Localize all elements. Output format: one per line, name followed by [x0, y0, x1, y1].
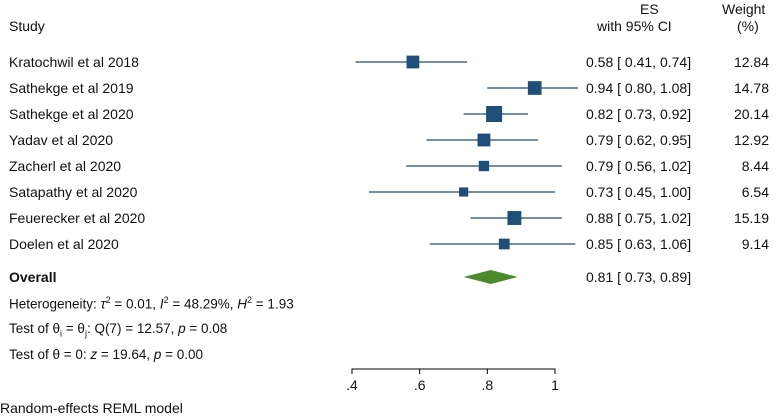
study-label: Sathekge et al 2020 [9, 106, 134, 122]
heterogeneity-stats: Heterogeneity: τ2 = 0.01, I2 = 48.29%, H… [9, 295, 294, 312]
effect-marker [527, 81, 542, 95]
study-weight: 20.14 [733, 106, 769, 122]
study-es-ci: 0.58 [ 0.41, 0.74] [586, 54, 692, 70]
column-header-es: ES [640, 1, 659, 17]
effect-marker [486, 106, 503, 122]
effect-marker [498, 238, 510, 250]
study-es-ci: 0.85 [ 0.63, 1.06] [586, 236, 692, 252]
column-header-es-ci: with 95% CI [597, 18, 672, 34]
study-weight: 12.84 [733, 54, 769, 70]
effect-marker [477, 133, 491, 147]
study-weight: 9.14 [741, 236, 769, 252]
study-weight: 14.78 [733, 80, 769, 96]
column-header-weight: Weight [722, 1, 766, 17]
study-es-ci: 0.82 [ 0.73, 0.92] [586, 106, 692, 122]
study-es-ci: 0.79 [ 0.56, 1.02] [586, 158, 692, 174]
overall-diamond [463, 270, 518, 284]
overall-es-ci: 0.81 [ 0.73, 0.89] [586, 269, 692, 285]
study-weight: 12.92 [733, 132, 769, 148]
effect-marker [459, 187, 469, 197]
model-footnote: Random-effects REML model [0, 400, 183, 416]
x-tick-label: 1 [551, 377, 559, 393]
effect-marker [406, 55, 420, 69]
study-label: Zacherl et al 2020 [9, 158, 122, 174]
effect-marker [507, 211, 522, 225]
study-label: Sathekge et al 2019 [9, 80, 134, 96]
study-es-ci: 0.88 [ 0.75, 1.02] [586, 210, 692, 226]
test-theta-zero: Test of θ = 0: z = 19.64, p = 0.00 [9, 347, 204, 362]
study-es-ci: 0.94 [ 0.80, 1.08] [586, 80, 692, 96]
test-theta-i-equal: Test of θi = θj: Q(7) = 12.57, p = 0.08 [9, 321, 228, 339]
study-label: Yadav et al 2020 [9, 132, 114, 148]
x-tick-label: .4 [346, 377, 358, 393]
column-header-weight-unit: (%) [737, 18, 759, 34]
study-weight: 15.19 [733, 210, 769, 226]
study-label: Kratochwil et al 2018 [9, 54, 139, 70]
effect-marker [478, 160, 490, 172]
study-label: Feuerecker et al 2020 [9, 210, 146, 226]
overall-label: Overall [9, 269, 57, 285]
x-tick-label: .8 [481, 377, 493, 393]
x-tick-label: .6 [414, 377, 426, 393]
column-header-study: Study [9, 18, 45, 34]
study-es-ci: 0.73 [ 0.45, 1.00] [586, 184, 692, 200]
study-weight: 8.44 [741, 158, 769, 174]
study-weight: 6.54 [741, 184, 769, 200]
study-es-ci: 0.79 [ 0.62, 0.95] [586, 132, 692, 148]
study-label: Satapathy et al 2020 [9, 184, 138, 200]
study-label: Doelen et al 2020 [9, 236, 119, 252]
